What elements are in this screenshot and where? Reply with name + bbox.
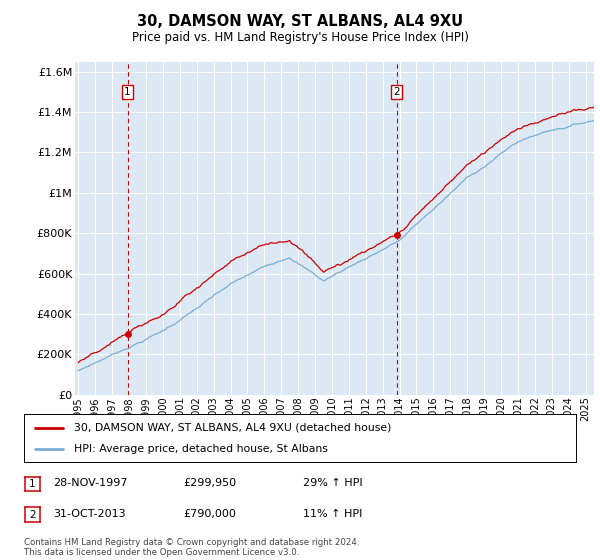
Text: £790,000: £790,000 [183,509,236,519]
Text: 1: 1 [124,87,131,96]
Text: 28-NOV-1997: 28-NOV-1997 [53,478,127,488]
Text: 2: 2 [394,87,400,96]
Text: £299,950: £299,950 [183,478,236,488]
Text: HPI: Average price, detached house, St Albans: HPI: Average price, detached house, St A… [74,444,328,454]
Text: 1: 1 [29,479,36,489]
Text: 2: 2 [29,510,36,520]
Text: 30, DAMSON WAY, ST ALBANS, AL4 9XU: 30, DAMSON WAY, ST ALBANS, AL4 9XU [137,14,463,29]
Text: Price paid vs. HM Land Registry's House Price Index (HPI): Price paid vs. HM Land Registry's House … [131,31,469,44]
Text: Contains HM Land Registry data © Crown copyright and database right 2024.
This d: Contains HM Land Registry data © Crown c… [24,538,359,557]
Text: 30, DAMSON WAY, ST ALBANS, AL4 9XU (detached house): 30, DAMSON WAY, ST ALBANS, AL4 9XU (deta… [74,423,391,433]
Text: 31-OCT-2013: 31-OCT-2013 [53,509,125,519]
Text: 11% ↑ HPI: 11% ↑ HPI [303,509,362,519]
Text: 29% ↑ HPI: 29% ↑ HPI [303,478,362,488]
